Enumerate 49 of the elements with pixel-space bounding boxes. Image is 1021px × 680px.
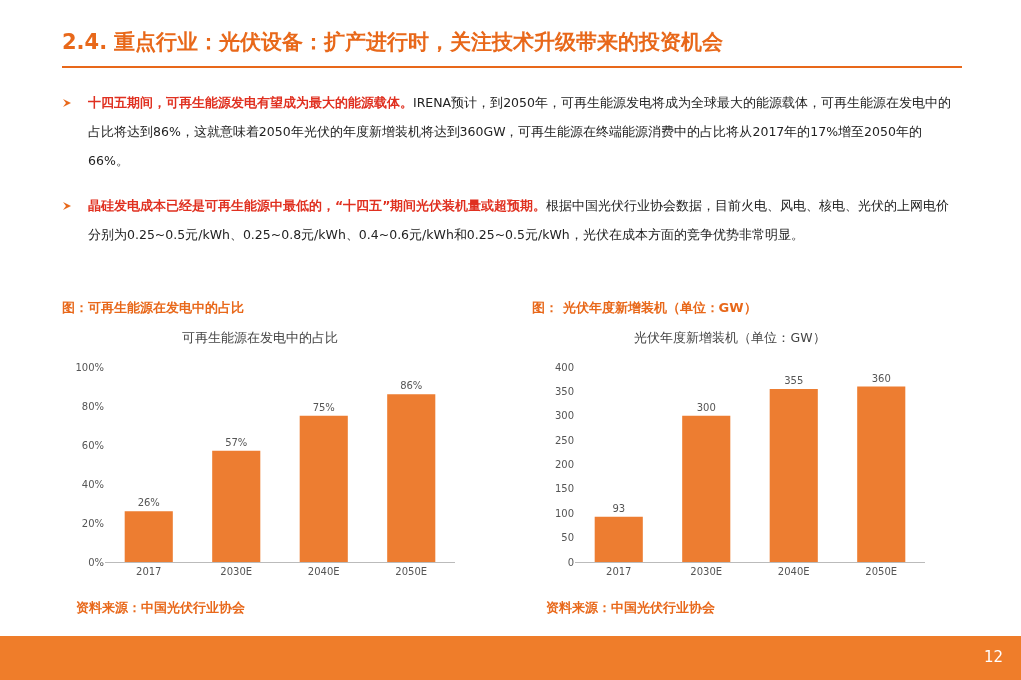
data-label: 75%: [312, 401, 335, 413]
y-tick-label: 20%: [81, 517, 104, 529]
x-tick-label: 2040E: [307, 566, 340, 577]
data-label: 57%: [225, 436, 248, 448]
x-tick-label: 2030E: [220, 566, 253, 577]
y-tick-label: 150: [554, 483, 574, 495]
y-tick-label: 200: [554, 459, 574, 470]
bar: [124, 511, 173, 562]
bar: [299, 415, 348, 562]
text: 晶硅发电成本已经是可再生能源中最低的，“十四五”期间光伏装机量或超预期。: [88, 198, 547, 213]
data-label: 300: [696, 401, 716, 413]
chart-subtitle: 图：可再生能源在发电中的占比: [62, 299, 244, 317]
y-tick-label: 0%: [88, 556, 104, 568]
y-tick-label: 350: [554, 385, 574, 397]
bar: [769, 388, 818, 562]
y-tick-label: 80%: [81, 400, 104, 412]
data-label: 93: [612, 502, 626, 514]
y-tick-label: 250: [554, 434, 574, 446]
chart-title: 可再生能源在发电中的占比: [182, 329, 338, 345]
text: 12: [983, 648, 1003, 666]
data-label: 360: [871, 372, 891, 384]
text: 资料来源：中国光伏行业协会: [76, 600, 245, 617]
x-tick-label: 2050E: [865, 566, 898, 577]
data-label: 355: [784, 374, 804, 386]
x-tick-label: 2017: [136, 566, 162, 577]
bar: [594, 516, 643, 562]
bar: [682, 415, 731, 562]
y-tick-label: 60%: [81, 439, 104, 451]
bar: [857, 386, 906, 562]
y-tick-label: 0: [567, 556, 574, 568]
bar: [212, 450, 261, 562]
data-label: 26%: [137, 497, 160, 509]
x-tick-label: 2030E: [690, 566, 723, 577]
y-tick-label: 50: [561, 532, 574, 544]
y-tick-label: 400: [554, 361, 574, 373]
bar: [387, 394, 436, 562]
data-label: 86%: [400, 380, 423, 392]
y-tick-label: 100%: [75, 361, 104, 373]
chart-subtitle: 图： 光伏年度新增装机（单位：GW）: [532, 299, 757, 317]
y-tick-label: 100: [554, 507, 574, 519]
x-tick-label: 2017: [606, 566, 632, 577]
y-tick-label: 40%: [81, 478, 104, 490]
text: 2.4. 重点行业：光伏设备：扩产进行时，关注技术升级带来的投资机会: [62, 29, 724, 56]
x-tick-label: 2040E: [777, 566, 810, 577]
text: 十四五期间，可再生能源发电有望成为最大的能源载体。: [88, 95, 413, 110]
chart-title: 光伏年度新增装机（单位：GW）: [634, 329, 826, 345]
x-tick-label: 2050E: [395, 566, 428, 577]
y-tick-label: 300: [554, 410, 574, 422]
text: 资料来源：中国光伏行业协会: [546, 600, 715, 617]
